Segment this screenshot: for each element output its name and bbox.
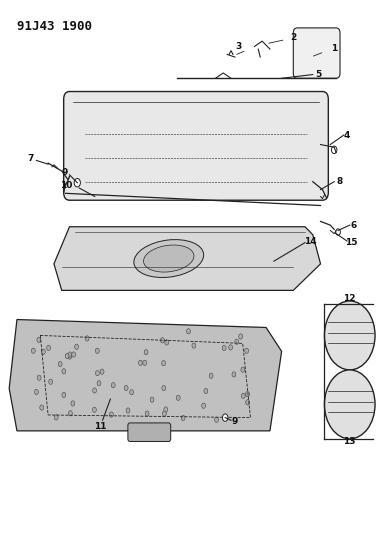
Circle shape <box>201 403 205 408</box>
Circle shape <box>165 340 169 345</box>
Circle shape <box>93 407 96 413</box>
Circle shape <box>145 411 149 416</box>
Circle shape <box>72 352 76 357</box>
Circle shape <box>162 411 166 416</box>
Text: 7: 7 <box>27 155 34 164</box>
Circle shape <box>162 385 166 391</box>
Circle shape <box>245 392 249 397</box>
Circle shape <box>162 360 165 366</box>
Text: 12: 12 <box>343 294 356 303</box>
Circle shape <box>336 229 340 235</box>
Circle shape <box>97 381 101 386</box>
Circle shape <box>241 393 245 399</box>
Circle shape <box>58 361 62 367</box>
Circle shape <box>74 344 78 350</box>
Circle shape <box>187 329 191 334</box>
Circle shape <box>164 407 168 412</box>
Circle shape <box>34 389 38 394</box>
Text: 8: 8 <box>336 177 342 186</box>
Circle shape <box>68 352 72 357</box>
Text: 11: 11 <box>94 422 107 431</box>
Text: 2: 2 <box>290 33 296 42</box>
Circle shape <box>40 405 44 410</box>
Text: 15: 15 <box>345 238 357 247</box>
Circle shape <box>325 301 375 370</box>
Circle shape <box>42 349 45 354</box>
Circle shape <box>47 345 51 351</box>
Circle shape <box>126 408 130 413</box>
Circle shape <box>74 179 80 187</box>
Text: 13: 13 <box>343 437 356 446</box>
FancyBboxPatch shape <box>128 423 171 441</box>
Circle shape <box>176 395 180 400</box>
Polygon shape <box>9 319 281 431</box>
Text: 5: 5 <box>316 70 322 79</box>
Circle shape <box>246 400 250 405</box>
Circle shape <box>71 401 75 406</box>
Circle shape <box>54 415 58 420</box>
Circle shape <box>95 348 99 353</box>
Circle shape <box>204 389 208 393</box>
Circle shape <box>31 348 35 353</box>
Circle shape <box>229 345 232 350</box>
FancyBboxPatch shape <box>64 92 328 200</box>
Circle shape <box>245 348 249 353</box>
Circle shape <box>111 383 115 388</box>
Circle shape <box>130 390 134 395</box>
Circle shape <box>181 415 185 421</box>
Circle shape <box>241 367 245 373</box>
Circle shape <box>96 370 99 376</box>
Circle shape <box>65 353 69 359</box>
Circle shape <box>37 375 41 381</box>
Circle shape <box>214 417 218 423</box>
Circle shape <box>332 146 337 154</box>
Circle shape <box>49 379 53 384</box>
Text: 6: 6 <box>350 221 357 230</box>
Circle shape <box>239 334 243 339</box>
Text: 4: 4 <box>344 131 350 140</box>
Circle shape <box>232 372 236 377</box>
Circle shape <box>222 345 226 351</box>
Circle shape <box>223 414 228 421</box>
Circle shape <box>85 336 89 341</box>
Circle shape <box>100 369 104 374</box>
Circle shape <box>325 370 375 439</box>
Circle shape <box>209 373 213 378</box>
Text: 9: 9 <box>232 417 238 426</box>
Text: 10: 10 <box>60 181 72 190</box>
FancyBboxPatch shape <box>293 28 340 78</box>
Circle shape <box>235 339 239 344</box>
Text: 14: 14 <box>304 237 316 246</box>
Circle shape <box>69 410 72 416</box>
Circle shape <box>143 360 147 366</box>
Circle shape <box>37 337 41 343</box>
Circle shape <box>138 360 142 366</box>
Text: 3: 3 <box>236 42 242 51</box>
Circle shape <box>144 350 148 355</box>
Circle shape <box>62 392 66 398</box>
Ellipse shape <box>134 240 204 278</box>
Circle shape <box>124 385 128 391</box>
Circle shape <box>62 369 66 374</box>
Text: 9: 9 <box>61 167 68 176</box>
Polygon shape <box>54 227 321 290</box>
Text: 91J43 1900: 91J43 1900 <box>17 20 92 33</box>
Circle shape <box>109 412 113 417</box>
Circle shape <box>192 343 196 348</box>
Ellipse shape <box>143 245 194 272</box>
Circle shape <box>68 354 72 359</box>
Circle shape <box>93 388 96 393</box>
Circle shape <box>160 337 164 343</box>
Text: 1: 1 <box>331 44 337 53</box>
Circle shape <box>150 397 154 402</box>
